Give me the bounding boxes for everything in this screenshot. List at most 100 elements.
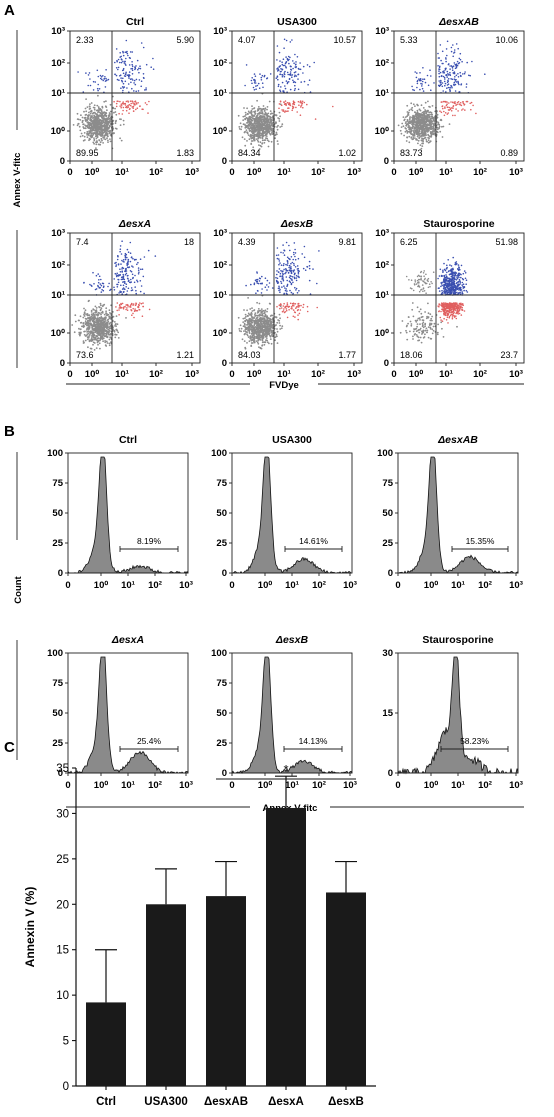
x-tick-label: 10⁰ [247,369,262,380]
y-tick-label: 10⁰ [375,328,390,339]
x-tick-label: 10³ [185,369,199,380]
dotplot-title: ΔesxAB [438,16,479,28]
x-tick-label: 10² [149,167,163,178]
bar-ctrl [86,1002,126,1086]
dotplot-title: USA300 [277,16,317,28]
y-tick-label: 10² [213,260,227,271]
y-tick-label: 0 [58,768,63,779]
dotplot-usa300: USA300 4.07 10.57 84.34 1.02 0 10⁰ 10¹ 10² 10³ 0 10… [213,16,363,178]
bar-delta-esxab [206,896,246,1086]
quadrant-upper-right-value: 51.98 [495,237,518,247]
y-tick-label: 75 [52,478,63,489]
histogram-title: ΔesxA [111,634,144,646]
y-tick-label: 10³ [375,228,389,239]
x-tick-label: 10¹ [285,780,299,791]
dotplot-delta-esxab: ΔesxAB 5.33 10.06 83.73 0.89 0 10⁰ 10¹ 10² 10³ 0 10… [375,16,525,178]
y-tick-label: 30 [382,648,393,659]
quadrant-lower-left-value: 18.06 [400,350,423,360]
y-tick-label: 10³ [213,26,227,37]
quadrant-upper-left-value: 5.33 [400,35,418,45]
quadrant-lower-right-value: 1.83 [176,148,194,158]
x-tick-label: 10¹ [451,780,465,791]
histogram-area [231,656,353,774]
x-tick-label: 10⁰ [409,167,424,178]
y-tick-label: 10⁰ [375,126,390,137]
x-tick-label: 10¹ [451,580,465,591]
x-tick-label: 10¹ [277,167,291,178]
panel-b-histograms: 8.19% Ctrl 0 25 50 75 100 0 10⁰ 10¹ 10² 10³ 14.61% US… [13,434,524,814]
dotplot-title: ΔesxA [118,218,151,230]
quadrant-lower-right-value: 1.21 [176,350,194,360]
histogram-delta-esxab: 15.35% ΔesxAB 0 25 50 75 100 0 10⁰ 10¹ 10² 10³ [377,434,523,591]
x-tick-label: 0 [65,780,70,791]
y-tick-label: 10¹ [213,88,227,99]
x-tick-label: 10⁰ [247,167,262,178]
gate-percentage: 58.23% [460,736,489,746]
histogram-frame [67,652,189,774]
x-tick-label: 10² [478,780,492,791]
x-tick-label: 10² [473,167,487,178]
bar-y-tick-label: 25 [56,854,69,866]
dotplot-frame [69,30,201,162]
x-tick-label: 10² [311,369,325,380]
x-tick-label: 10¹ [115,369,129,380]
histogram-area [67,456,189,574]
dotplot-title: Ctrl [126,16,144,28]
y-tick-label: 10² [213,58,227,69]
dotplot-events [237,241,320,354]
y-tick-label: 50 [52,708,63,719]
significance-star: * [283,762,288,777]
x-tick-label: 0 [391,167,396,178]
x-tick-label: 10² [478,580,492,591]
histogram-delta-esxb: 14.13% ΔesxB 0 25 50 75 100 0 10⁰ 10¹ 10² 10³ [211,634,357,791]
y-tick-label: 10¹ [213,290,227,301]
y-tick-label: 0 [222,568,227,579]
x-tick-label: 10⁰ [94,780,109,791]
histogram-area [232,456,352,574]
y-tick-label: 50 [52,508,63,519]
x-tick-label: 10² [311,167,325,178]
x-tick-label: 10¹ [439,369,453,380]
quadrant-upper-left-value: 2.33 [76,35,94,45]
quadrant-upper-right-value: 5.90 [176,35,194,45]
y-tick-label: 0 [222,768,227,779]
quadrant-lower-left-value: 83.73 [400,148,423,158]
dotplot-title: Staurosporine [423,218,494,230]
x-tick-label: 10² [312,580,326,591]
y-tick-label: 10³ [51,26,65,37]
x-tick-label: 10³ [509,580,523,591]
y-tick-label: 75 [216,478,227,489]
y-tick-label: 10² [375,58,389,69]
y-tick-label: 50 [216,508,227,519]
y-tick-label: 100 [47,448,63,459]
panel-a-dot-plots: Ctrl 2.33 5.90 89.95 1.83 0 10⁰ 10¹ 10² 10³ 0 10⁰ 10… [12,16,525,391]
y-tick-label: 10⁰ [213,126,228,137]
panel-b-letter: B [4,423,15,440]
x-tick-label: 10³ [347,167,361,178]
histogram-frame [231,452,353,574]
x-tick-label: 10³ [185,167,199,178]
x-tick-label: 10⁰ [258,580,273,591]
y-tick-label: 50 [216,708,227,719]
quadrant-lower-left-value: 84.34 [238,148,261,158]
x-tick-label: 10² [149,369,163,380]
y-tick-label: 100 [47,648,63,659]
x-tick-label: 10³ [343,780,357,791]
gate-percentage: 8.19% [137,536,162,546]
histogram-area [398,456,519,574]
y-axis-label: Count [13,575,24,603]
dotplot-events [72,39,155,150]
y-tick-label: 10⁰ [51,126,66,137]
y-tick-label: 10³ [375,26,389,37]
y-tick-label: 10² [51,260,65,271]
histogram-title: ΔesxB [275,634,309,646]
y-tick-label: 10¹ [51,290,65,301]
bar-y-axis-label: Annexin V (%) [23,887,37,968]
y-tick-label: 0 [60,156,65,167]
gate-percentage: 25.4% [137,736,162,746]
dotplot-ctrl: Ctrl 2.33 5.90 89.95 1.83 0 10⁰ 10¹ 10² 10³ 0 10⁰ 10… [51,16,201,178]
histogram-ctrl: 8.19% Ctrl 0 25 50 75 100 0 10⁰ 10¹ 10² 10³ [47,434,193,591]
x-tick-label: 10³ [509,167,523,178]
histogram-title: ΔesxAB [437,434,478,446]
